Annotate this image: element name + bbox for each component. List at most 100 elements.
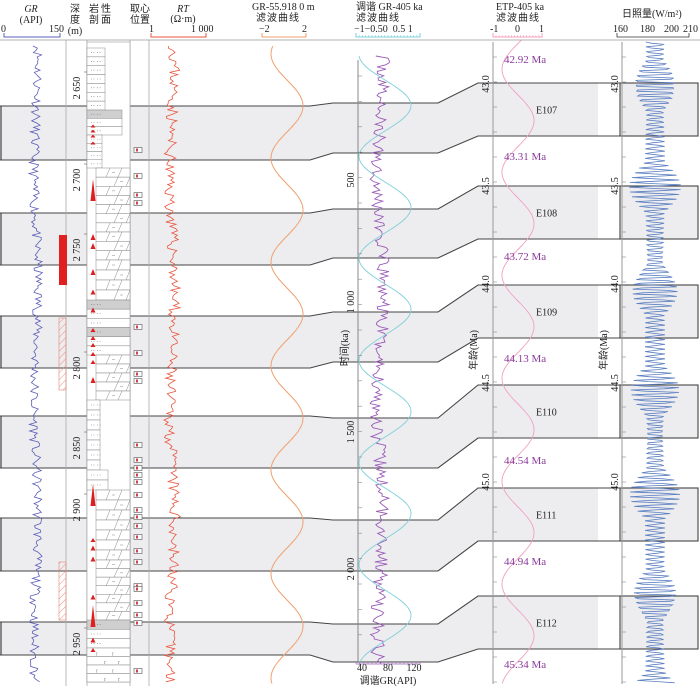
- litho-bed: [95, 195, 131, 205]
- etp-scale-min: -1: [490, 24, 499, 35]
- core-sample-mark: [136, 560, 138, 564]
- gr-header-name: GR: [24, 4, 38, 15]
- age-tick-label-right: 43.0: [610, 75, 621, 93]
- red-triangle-marker: [90, 484, 96, 506]
- litho-slant: [105, 250, 111, 261]
- litho-slant: [125, 381, 131, 392]
- litho-slant: [105, 354, 111, 365]
- litho-slant: [105, 204, 111, 214]
- litho-slant: [113, 269, 119, 281]
- litho-bed: [95, 363, 131, 374]
- core-sample-mark: [136, 601, 138, 605]
- boundary-age-label: 43.31 Ma: [504, 151, 546, 163]
- litho-slant: [113, 519, 119, 531]
- litho-slant: [117, 250, 123, 261]
- red-triangle-marker: [90, 234, 96, 240]
- filter1-scale-bar: [261, 33, 307, 38]
- band-top-line: [0, 384, 620, 419]
- band-top-line: [0, 487, 620, 521]
- litho-bed: [86, 664, 131, 674]
- age-tick-label-left: 44.5: [481, 374, 492, 392]
- litho-slant: [113, 539, 119, 551]
- age-tick-label-right: 44.0: [610, 275, 621, 293]
- litho-slant: [125, 363, 131, 374]
- red-triangle-marker: [90, 377, 96, 383]
- litho-slant: [125, 568, 131, 578]
- litho-slant: [113, 289, 119, 301]
- core-sample-mark: [136, 201, 138, 205]
- filter1-header-2: 滤波曲线: [256, 13, 300, 24]
- litho-slant: [105, 559, 111, 569]
- litho-header-1: 岩性: [89, 4, 113, 15]
- red-triangle-marker: [90, 594, 96, 600]
- age-tick-label-left: 43.5: [481, 177, 492, 195]
- core-sample-mark: [136, 473, 138, 477]
- cycle-label: E112: [536, 619, 557, 630]
- depth-tick-label: 2 800: [72, 357, 83, 380]
- litho-slant: [117, 489, 123, 501]
- litho-slant: [125, 585, 131, 595]
- litho-bed: [95, 568, 131, 578]
- litho-bed: [95, 519, 131, 531]
- rt-curve: [163, 45, 182, 683]
- litho-bed: [95, 499, 131, 511]
- gr-scale-max: 150: [49, 24, 64, 35]
- litho-slant: [117, 390, 123, 401]
- litho-bed: [95, 381, 131, 392]
- red-triangle-marker: [90, 141, 96, 145]
- insol-tick-160: 160: [613, 24, 628, 35]
- etp-header-2: 滤波曲线: [496, 13, 540, 24]
- red-triangle-marker: [90, 328, 96, 332]
- insol-header: 日照量(W/m²): [622, 9, 682, 20]
- litho-slant: [125, 499, 131, 511]
- boundary-age-label: 42.92 Ma: [504, 54, 546, 66]
- litho-slant: [117, 509, 123, 521]
- litho-slant: [105, 259, 111, 271]
- core-sample-mark: [136, 549, 138, 553]
- tuned-gr-axis-title: 调谐GR(API): [360, 675, 417, 687]
- litho-bed: [86, 74, 106, 84]
- boundary-age-label: 44.94 Ma: [504, 556, 546, 568]
- litho-bed: [86, 629, 131, 639]
- core-sample-mark: [136, 443, 138, 447]
- core-sample-mark: [136, 515, 138, 519]
- red-triangle-marker: [90, 538, 96, 542]
- litho-slant: [113, 568, 119, 578]
- litho-tuff-mark: r: [104, 677, 106, 683]
- red-triangle-marker: [90, 343, 96, 347]
- gr-scale-bar: [3, 33, 61, 38]
- red-triangle-marker: [90, 648, 96, 652]
- red-triangle-marker: [90, 307, 96, 313]
- cycle-band-E110: [0, 385, 598, 468]
- boundary-age-label: 45.34 Ma: [504, 659, 546, 671]
- gr-scale-min: 0: [1, 24, 6, 35]
- litho-slant: [105, 372, 111, 383]
- litho-tuff-mark: r: [96, 651, 98, 657]
- time-tick-label: 1 500: [346, 421, 357, 444]
- red-triangle-marker: [90, 360, 96, 364]
- insol-band-E108: [619, 185, 699, 240]
- filter2-scale: −1−0.50 0.5 1: [354, 24, 413, 35]
- hatched-interval-marker: [58, 561, 67, 621]
- cycle-label: E110: [536, 408, 557, 419]
- depth-tick-label: 2 950: [72, 633, 83, 656]
- time-tick-label: 500: [346, 173, 357, 188]
- core-sample-mark: [136, 480, 138, 484]
- boundary-age-label: 44.54 Ma: [504, 455, 546, 467]
- litho-tuff-mark: r: [118, 660, 120, 666]
- litho-slant: [125, 177, 131, 187]
- litho-tuff-mark: r: [112, 651, 114, 657]
- filter1-header-1: GR-55.918 0 m: [252, 2, 315, 13]
- litho-slant: [113, 363, 119, 374]
- litho-bed: [86, 56, 106, 66]
- filter1-curve: [270, 45, 304, 684]
- depth-tick-label: 2 700: [72, 169, 83, 192]
- insol-tick-180: 180: [640, 24, 655, 35]
- litho-slant: [105, 509, 111, 521]
- litho-slant: [117, 594, 123, 603]
- band-top-line: [0, 595, 620, 625]
- depth-header-2: 度: [70, 15, 80, 26]
- litho-slant: [117, 204, 123, 214]
- litho-bed: [95, 539, 131, 551]
